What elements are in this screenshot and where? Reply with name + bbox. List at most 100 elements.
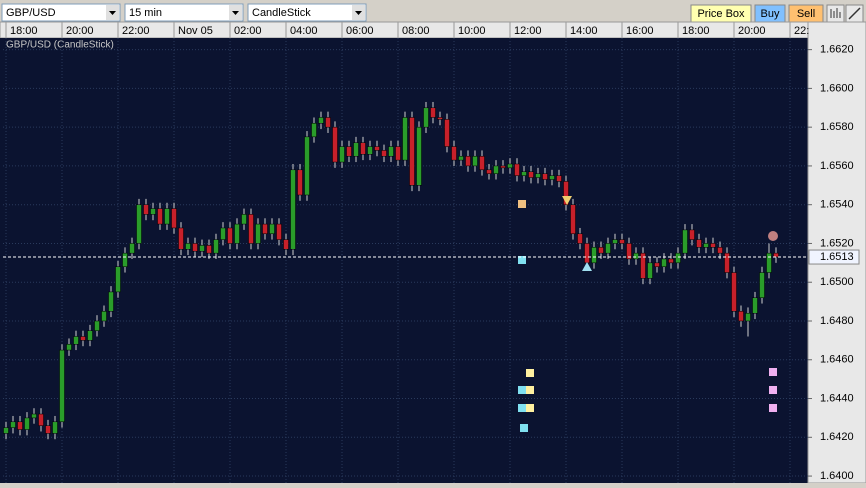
arrow-icon — [232, 11, 239, 15]
plot — [3, 38, 808, 483]
chart-title: GBP/USD (CandleStick) — [6, 40, 114, 51]
candle-body — [381, 150, 387, 157]
candle-body — [290, 169, 296, 250]
draw-icon — [848, 7, 861, 20]
signal-marker — [520, 424, 528, 432]
signal-marker — [526, 404, 534, 412]
x-tick-label: 14:00 — [570, 25, 598, 37]
interval-text: 15 min — [129, 7, 162, 19]
x-tick-label: Nov 05 — [178, 25, 213, 37]
candle-body — [325, 117, 331, 128]
candle-body — [108, 291, 114, 312]
candle-body — [353, 142, 359, 157]
candle-body — [129, 243, 135, 254]
candle-body — [241, 214, 247, 225]
candle-body — [479, 155, 485, 171]
signal-marker — [769, 386, 777, 394]
candle-body — [591, 247, 597, 264]
candle-body — [38, 413, 44, 426]
candle-body — [339, 146, 345, 163]
signal-marker — [526, 369, 534, 377]
candle-body — [24, 417, 30, 430]
candle-body — [10, 421, 16, 428]
candle-body — [388, 146, 394, 157]
candle-body — [45, 425, 51, 434]
candle-body — [423, 107, 429, 128]
arrow-icon — [355, 11, 362, 15]
button-label: Buy — [761, 8, 780, 20]
x-tick-label: 20:00 — [738, 25, 766, 37]
symbol-select[interactable] — [1, 3, 121, 22]
candle-body — [745, 312, 751, 322]
y-tick-label: 1.6500 — [820, 276, 854, 288]
candle-body — [255, 223, 261, 244]
candle-body — [612, 239, 618, 244]
candle-body — [346, 146, 352, 157]
candle-body — [654, 262, 660, 267]
candle-body — [248, 214, 254, 244]
candle-body — [150, 208, 156, 215]
x-tick-label: 06:00 — [346, 25, 374, 37]
candle-body — [507, 163, 513, 169]
x-tick-label: 02:00 — [234, 25, 262, 37]
signal-marker — [518, 386, 526, 394]
candle-body — [157, 208, 163, 225]
y-tick-label: 1.6580 — [820, 121, 854, 133]
button-label: Sell — [797, 8, 815, 20]
x-tick-label: 22:00 — [122, 25, 150, 37]
sell-arrow — [562, 196, 572, 205]
tool-button[interactable] — [826, 4, 845, 23]
candle-body — [332, 126, 338, 163]
candle-body — [360, 142, 366, 155]
candle-body — [605, 243, 611, 254]
candle-body — [171, 208, 177, 229]
x-tick-label: 16:00 — [626, 25, 654, 37]
y-tick-label: 1.6480 — [820, 315, 854, 327]
chart-type-text: CandleStick — [252, 7, 311, 19]
candle-body — [493, 165, 499, 174]
candle-body — [549, 175, 555, 180]
candle-body — [633, 252, 639, 260]
candle-body — [766, 252, 772, 273]
candle-body — [577, 233, 583, 244]
candle-body — [661, 258, 667, 267]
x-tick-label: 10:00 — [458, 25, 486, 37]
signal-dot — [768, 231, 778, 241]
signal-marker — [526, 386, 534, 394]
candle-body — [94, 320, 100, 331]
chart-type-select[interactable] — [247, 3, 367, 22]
candle-body — [402, 117, 408, 161]
current-price-box — [808, 249, 860, 265]
candle-body — [535, 173, 541, 178]
candle-body — [500, 165, 506, 169]
candle-body — [185, 243, 191, 250]
candle-body — [318, 117, 324, 124]
candle-body — [437, 117, 443, 120]
candle-body — [213, 239, 219, 254]
candle-body — [542, 173, 548, 180]
candle-body — [227, 227, 233, 244]
candle-body — [87, 330, 93, 341]
candle-body — [143, 204, 149, 215]
y-tick-label: 1.6560 — [820, 160, 854, 172]
candle-body — [458, 155, 464, 161]
candle-body — [3, 427, 9, 434]
candle-body — [234, 223, 240, 244]
candle-body — [584, 243, 590, 264]
plot-area — [0, 38, 808, 483]
y-tick-label: 1.6620 — [820, 44, 854, 56]
candle-body — [31, 413, 37, 419]
x-tick-label: 12:00 — [514, 25, 542, 37]
candle-body — [696, 239, 702, 248]
candle-body — [738, 311, 744, 322]
candle-body — [66, 344, 72, 351]
candle-body — [682, 229, 688, 254]
symbol-text: GBP/USD — [6, 7, 56, 19]
candle-body — [556, 175, 562, 182]
candle-body — [465, 155, 471, 167]
y-tick-label: 1.6540 — [820, 199, 854, 211]
candle-body — [101, 311, 107, 322]
interval-select[interactable] — [124, 3, 244, 22]
y-tick-label: 1.6600 — [820, 82, 854, 94]
